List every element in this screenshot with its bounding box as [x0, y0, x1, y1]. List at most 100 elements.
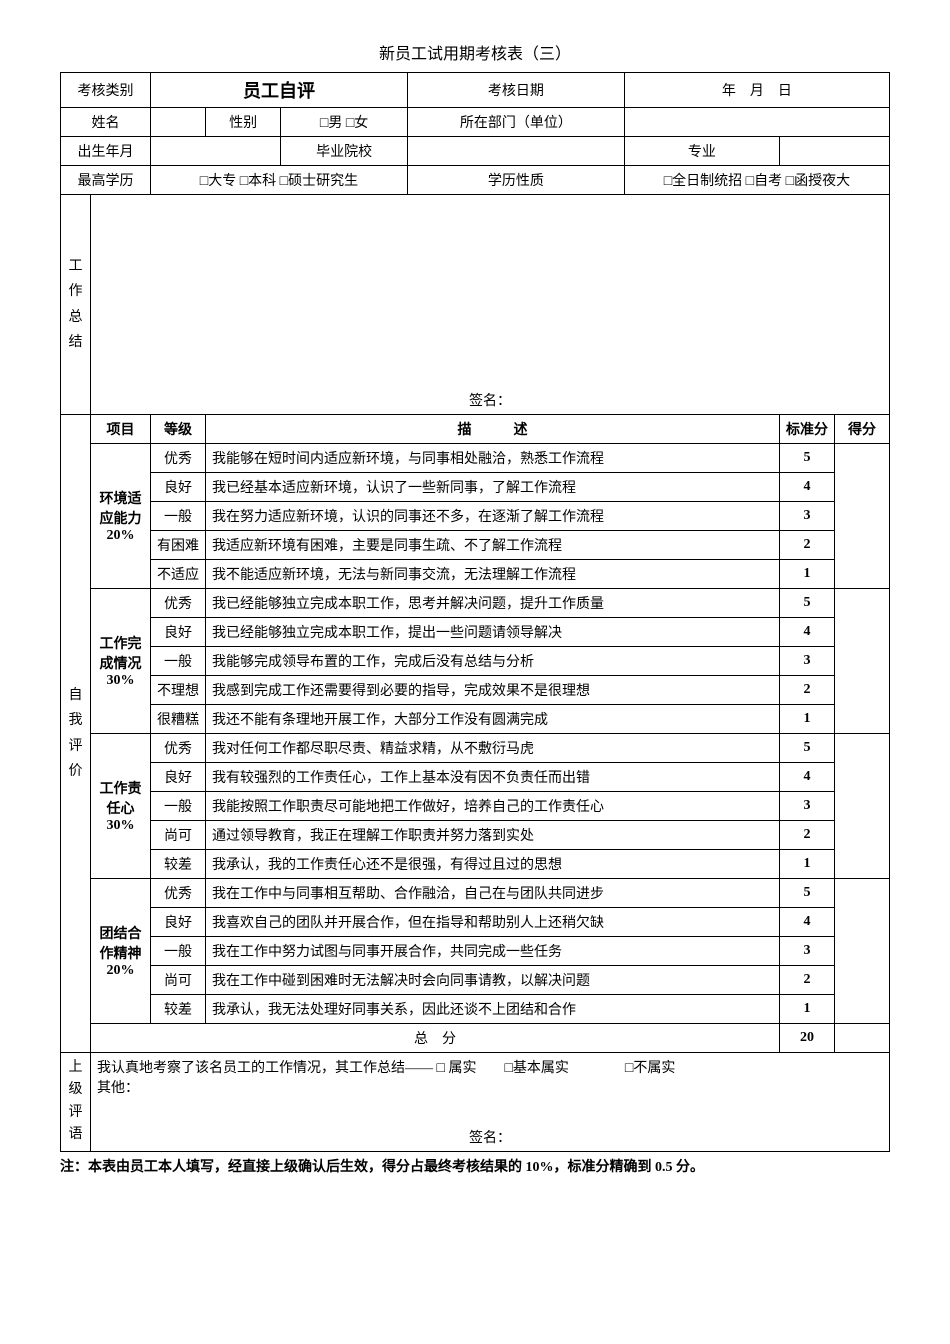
col-level: 等级 — [151, 415, 206, 444]
s2-r0-std: 5 — [780, 734, 835, 763]
s3-r4-level: 较差 — [151, 995, 206, 1024]
dept-input[interactable] — [624, 108, 889, 137]
col-desc: 描 述 — [206, 415, 780, 444]
s1-r1-desc: 我已经能够独立完成本职工作，提出一些问题请领导解决 — [206, 618, 780, 647]
s0-r2-level: 一般 — [151, 502, 206, 531]
col-item: 项目 — [91, 415, 151, 444]
name-label: 姓名 — [61, 108, 151, 137]
s0-r2-desc: 我在努力适应新环境，认识的同事还不多，在逐渐了解工作流程 — [206, 502, 780, 531]
s2-r0-desc: 我对任何工作都尽职尽责、精益求精，从不敷衍马虎 — [206, 734, 780, 763]
s3-score-input[interactable] — [835, 879, 890, 1024]
major-label: 专业 — [624, 137, 779, 166]
s0-r0-level: 优秀 — [151, 444, 206, 473]
s3-r3-std: 2 — [780, 966, 835, 995]
s2-r4-desc: 我承认，我的工作责任心还不是很强，有得过且过的思想 — [206, 850, 780, 879]
assess-type-value: 员工自评 — [151, 73, 408, 108]
s0-r3-std: 2 — [780, 531, 835, 560]
total-std: 20 — [780, 1024, 835, 1053]
s3-r3-desc: 我在工作中碰到困难时无法解决时会向同事请教，以解决问题 — [206, 966, 780, 995]
s0-r1-level: 良好 — [151, 473, 206, 502]
s1-r0-level: 优秀 — [151, 589, 206, 618]
col-stdscore: 标准分 — [780, 415, 835, 444]
s3-r2-level: 一般 — [151, 937, 206, 966]
s2-r3-level: 尚可 — [151, 821, 206, 850]
s1-r4-std: 1 — [780, 705, 835, 734]
s2-r2-std: 3 — [780, 792, 835, 821]
edu-type-options[interactable]: □全日制统招 □自考 □函授夜大 — [624, 166, 889, 195]
s0-r0-std: 5 — [780, 444, 835, 473]
s2-r3-std: 2 — [780, 821, 835, 850]
section-0-name: 环境适应能力 20% — [91, 444, 151, 589]
s3-r0-level: 优秀 — [151, 879, 206, 908]
s3-r2-desc: 我在工作中努力试图与同事开展合作，共同完成一些任务 — [206, 937, 780, 966]
s1-r0-desc: 我已经能够独立完成本职工作，思考并解决问题，提升工作质量 — [206, 589, 780, 618]
work-summary-sign: 签名： — [469, 394, 511, 409]
s3-r4-desc: 我承认，我无法处理好同事关系，因此还谈不上团结和合作 — [206, 995, 780, 1024]
footer-note: 注：本表由员工本人填写，经直接上级确认后生效，得分占最终考核结果的 10%，标准… — [60, 1156, 890, 1176]
assessment-form: 考核类别 员工自评 考核日期 年 月 日 姓名 性别 □男 □女 所在部门（单位… — [60, 72, 890, 1152]
edu-type-label: 学历性质 — [407, 166, 624, 195]
s1-r1-level: 良好 — [151, 618, 206, 647]
s0-score-input[interactable] — [835, 444, 890, 589]
school-label: 毕业院校 — [281, 137, 408, 166]
birth-input[interactable] — [151, 137, 281, 166]
s1-r4-level: 很糟糕 — [151, 705, 206, 734]
s0-r4-std: 1 — [780, 560, 835, 589]
name-input[interactable] — [151, 108, 206, 137]
s2-r1-std: 4 — [780, 763, 835, 792]
s1-r3-std: 2 — [780, 676, 835, 705]
s0-r0-desc: 我能够在短时间内适应新环境，与同事相处融洽，熟悉工作流程 — [206, 444, 780, 473]
s3-r0-desc: 我在工作中与同事相互帮助、合作融洽，自己在与团队共同进步 — [206, 879, 780, 908]
s1-r3-desc: 我感到完成工作还需要得到必要的指导，完成效果不是很理想 — [206, 676, 780, 705]
edu-options[interactable]: □大专 □本科 □硕士研究生 — [151, 166, 408, 195]
s3-r1-level: 良好 — [151, 908, 206, 937]
s2-r1-desc: 我有较强烈的工作责任心，工作上基本没有因不负责任而出错 — [206, 763, 780, 792]
edu-label: 最高学历 — [61, 166, 151, 195]
s0-r3-desc: 我适应新环境有困难，主要是同事生疏、不了解工作流程 — [206, 531, 780, 560]
gender-options[interactable]: □男 □女 — [281, 108, 408, 137]
s0-r4-level: 不适应 — [151, 560, 206, 589]
supervisor-label: 上级评语 — [61, 1053, 91, 1152]
page-title: 新员工试用期考核表（三） — [60, 40, 890, 64]
s3-r4-std: 1 — [780, 995, 835, 1024]
s1-r0-std: 5 — [780, 589, 835, 618]
s3-r2-std: 3 — [780, 937, 835, 966]
s0-r1-desc: 我已经基本适应新环境，认识了一些新同事，了解工作流程 — [206, 473, 780, 502]
s2-r3-desc: 通过领导教育，我正在理解工作职责并努力落到实处 — [206, 821, 780, 850]
assess-type-label: 考核类别 — [61, 73, 151, 108]
s3-r0-std: 5 — [780, 879, 835, 908]
s1-r2-desc: 我能够完成领导布置的工作，完成后没有总结与分析 — [206, 647, 780, 676]
s3-r3-level: 尚可 — [151, 966, 206, 995]
work-summary-area[interactable]: 签名： — [91, 195, 890, 415]
s2-r4-std: 1 — [780, 850, 835, 879]
gender-label: 性别 — [206, 108, 281, 137]
s1-r2-level: 一般 — [151, 647, 206, 676]
school-input[interactable] — [407, 137, 624, 166]
total-label: 总 分 — [91, 1024, 780, 1053]
supervisor-line1[interactable]: 我认真地考察了该名员工的工作情况，其工作总结—— □ 属实 □基本属实 □不属实 — [97, 1057, 883, 1077]
s0-r2-std: 3 — [780, 502, 835, 531]
s1-r4-desc: 我还不能有条理地开展工作，大部分工作没有圆满完成 — [206, 705, 780, 734]
assess-date-value[interactable]: 年 月 日 — [624, 73, 889, 108]
s3-r1-std: 4 — [780, 908, 835, 937]
birth-label: 出生年月 — [61, 137, 151, 166]
supervisor-line2[interactable]: 其他： — [97, 1077, 883, 1097]
s3-r1-desc: 我喜欢自己的团队并开展合作，但在指导和帮助别人上还稍欠缺 — [206, 908, 780, 937]
total-score-input[interactable] — [835, 1024, 890, 1053]
major-input[interactable] — [780, 137, 890, 166]
s2-score-input[interactable] — [835, 734, 890, 879]
assess-date-label: 考核日期 — [407, 73, 624, 108]
s1-r3-level: 不理想 — [151, 676, 206, 705]
supervisor-sign: 签名： — [91, 1127, 889, 1147]
dept-label: 所在部门（单位） — [407, 108, 624, 137]
s2-r0-level: 优秀 — [151, 734, 206, 763]
work-summary-label: 工作总结 — [61, 195, 91, 415]
section-1-name: 工作完成情况 30% — [91, 589, 151, 734]
section-3-name: 团结合作精神 20% — [91, 879, 151, 1024]
col-score: 得分 — [835, 415, 890, 444]
s1-r2-std: 3 — [780, 647, 835, 676]
s1-r1-std: 4 — [780, 618, 835, 647]
s1-score-input[interactable] — [835, 589, 890, 734]
s2-r2-desc: 我能按照工作职责尽可能地把工作做好，培养自己的工作责任心 — [206, 792, 780, 821]
supervisor-area[interactable]: 我认真地考察了该名员工的工作情况，其工作总结—— □ 属实 □基本属实 □不属实… — [91, 1053, 890, 1152]
